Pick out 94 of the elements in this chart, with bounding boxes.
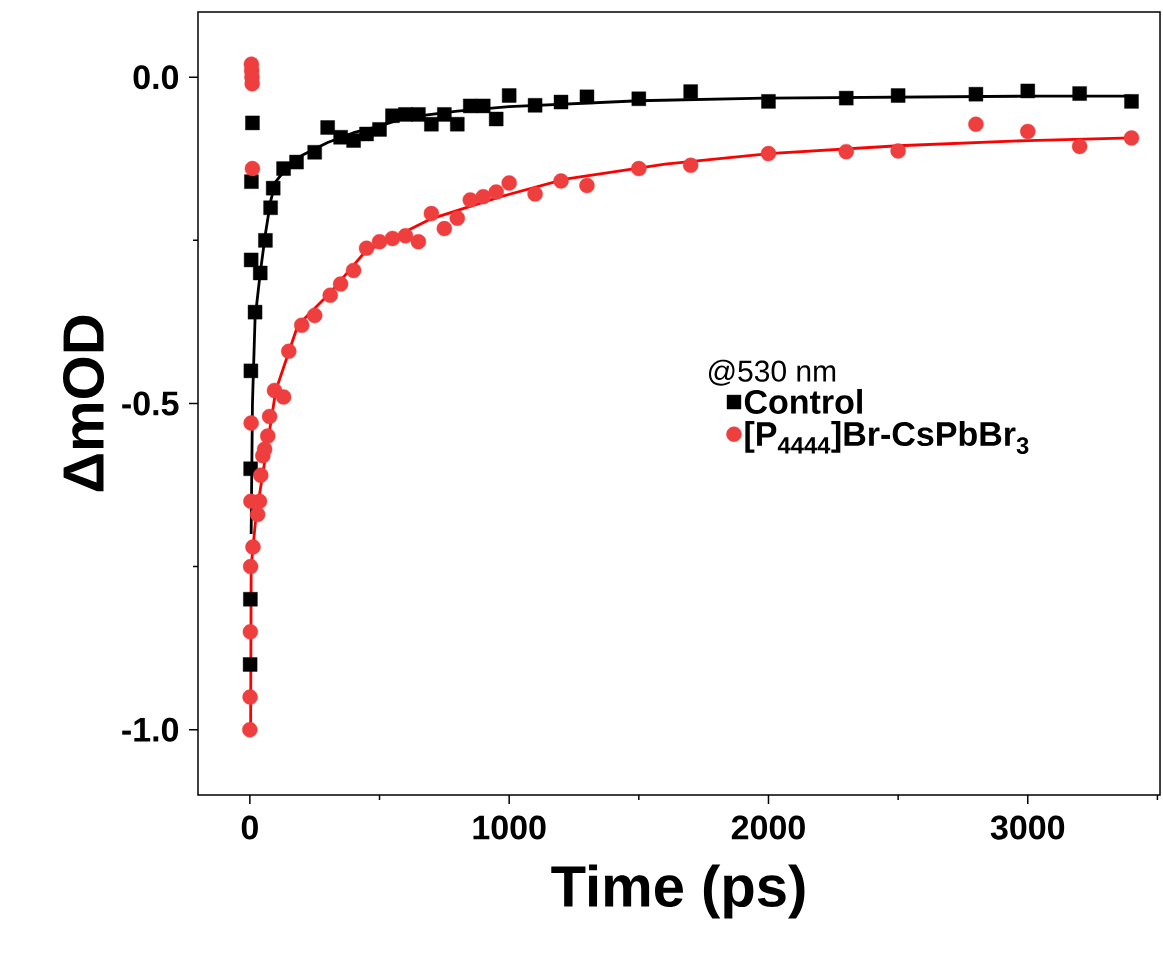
x-tick-label: 1000 <box>473 815 546 840</box>
point <box>243 363 259 379</box>
point <box>289 154 304 170</box>
point <box>275 389 292 405</box>
point <box>242 689 258 705</box>
point <box>579 89 595 105</box>
point <box>397 228 414 244</box>
point <box>372 122 387 137</box>
point <box>322 287 338 303</box>
point <box>1124 94 1139 109</box>
point <box>436 220 453 237</box>
point <box>294 317 310 333</box>
point <box>450 117 465 132</box>
point <box>249 506 266 523</box>
y-tick-label: -1.0 <box>122 717 179 742</box>
point <box>243 252 259 268</box>
y-tick-label: -0.5 <box>122 391 179 416</box>
point <box>243 592 258 607</box>
point <box>437 107 452 122</box>
y-axis-title: ΔmOD <box>62 315 105 492</box>
point <box>890 88 906 103</box>
point <box>501 175 517 191</box>
point <box>631 160 647 177</box>
x-tick-label: 3000 <box>990 815 1065 840</box>
point <box>346 133 361 148</box>
point <box>253 467 269 483</box>
point <box>760 145 777 162</box>
point <box>256 441 273 457</box>
point <box>683 84 698 99</box>
x-tick-label: 2000 <box>731 815 805 840</box>
point <box>489 111 504 127</box>
point <box>276 161 291 176</box>
point <box>839 90 854 106</box>
point <box>244 160 261 177</box>
legend-title: @530 nm <box>708 359 836 386</box>
point <box>242 722 258 738</box>
point <box>475 188 491 205</box>
point <box>488 184 504 200</box>
point <box>384 230 401 247</box>
point <box>1020 123 1036 140</box>
point <box>385 108 400 123</box>
point <box>320 120 335 135</box>
point <box>244 174 259 189</box>
point <box>263 200 278 215</box>
point <box>476 98 491 114</box>
point <box>890 143 906 159</box>
point <box>371 233 388 250</box>
point <box>245 115 260 131</box>
point <box>553 94 569 110</box>
point <box>501 88 517 103</box>
y-tick-label: 0.0 <box>133 65 179 90</box>
point <box>358 240 375 256</box>
point <box>449 210 465 226</box>
point <box>242 657 258 672</box>
point <box>838 143 854 160</box>
point <box>253 265 268 281</box>
point <box>398 107 413 122</box>
point <box>1020 83 1035 99</box>
point <box>527 98 543 113</box>
point <box>261 408 278 425</box>
point <box>260 428 276 444</box>
point <box>527 186 543 202</box>
point <box>242 624 259 640</box>
point <box>245 539 261 555</box>
point <box>345 262 362 279</box>
x-axis-title: Time (ps) <box>551 864 805 919</box>
point <box>243 415 259 431</box>
point <box>307 145 322 160</box>
point <box>579 177 595 194</box>
legend-label: [P$_{4444}$]Br-CsPbBr$_{3}$ <box>745 421 1029 455</box>
point <box>682 157 699 174</box>
point <box>281 343 297 359</box>
point <box>242 558 259 575</box>
legend-label: Control <box>744 388 862 414</box>
point <box>631 91 647 106</box>
point <box>423 205 440 222</box>
point <box>266 180 281 196</box>
point <box>761 94 776 109</box>
point <box>1123 130 1140 146</box>
point <box>306 307 323 324</box>
point <box>258 233 273 248</box>
point <box>968 87 984 102</box>
point <box>463 98 478 114</box>
point <box>553 173 569 189</box>
point <box>1072 86 1087 101</box>
point <box>411 107 426 122</box>
point <box>410 233 427 250</box>
point <box>247 304 263 320</box>
point <box>424 117 439 132</box>
point <box>332 276 349 292</box>
x-tick-label: 0 <box>241 815 258 840</box>
point <box>968 116 984 132</box>
point <box>462 192 478 208</box>
point <box>1071 138 1088 155</box>
